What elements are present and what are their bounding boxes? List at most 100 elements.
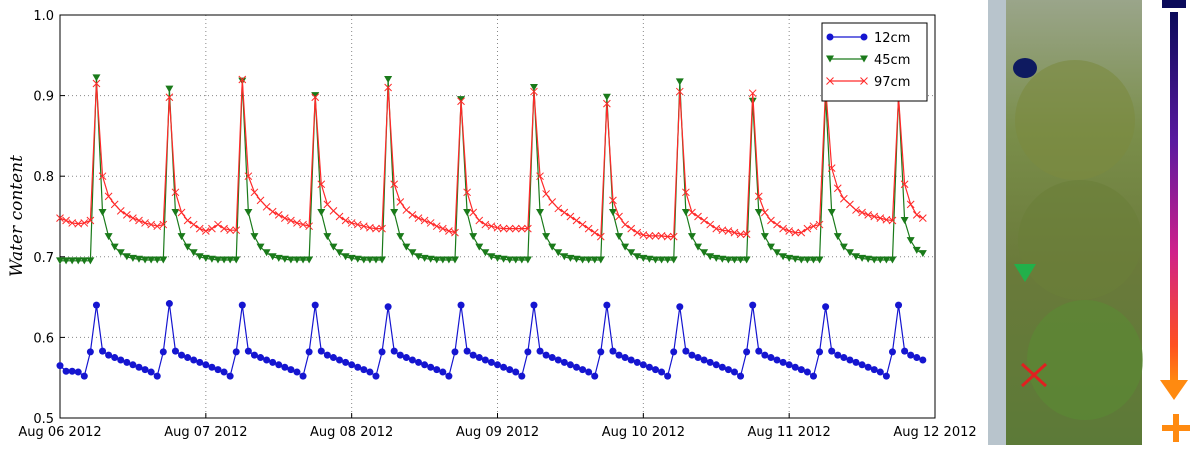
marker xyxy=(870,256,879,264)
marker xyxy=(426,255,435,263)
marker xyxy=(754,192,763,201)
marker xyxy=(445,227,453,235)
marker xyxy=(116,249,125,257)
marker xyxy=(402,206,411,214)
marker xyxy=(651,231,660,240)
marker xyxy=(421,361,429,369)
marker xyxy=(396,233,405,241)
marker xyxy=(500,363,508,371)
marker xyxy=(912,246,921,254)
marker xyxy=(141,256,150,264)
marker xyxy=(615,212,623,221)
marker xyxy=(323,233,332,241)
marker xyxy=(457,96,466,104)
marker xyxy=(481,249,490,257)
marker xyxy=(639,361,647,369)
marker xyxy=(244,172,253,181)
marker xyxy=(797,256,806,264)
marker xyxy=(432,256,441,264)
marker xyxy=(414,253,423,261)
marker xyxy=(341,253,350,261)
marker xyxy=(171,188,180,197)
marker xyxy=(773,220,781,229)
marker xyxy=(98,208,107,216)
marker xyxy=(845,249,854,257)
marker xyxy=(846,356,854,364)
marker xyxy=(463,188,471,197)
marker xyxy=(494,361,501,369)
marker xyxy=(238,75,247,84)
y-tick-label: 0.8 xyxy=(33,170,54,185)
marker xyxy=(826,77,834,85)
marker xyxy=(214,220,222,229)
marker xyxy=(664,372,672,380)
marker xyxy=(852,253,861,261)
marker xyxy=(104,192,113,201)
marker xyxy=(694,212,702,221)
marker xyxy=(378,224,386,233)
marker xyxy=(700,216,708,225)
marker xyxy=(348,361,356,369)
marker xyxy=(566,212,575,221)
marker xyxy=(858,254,867,262)
marker xyxy=(876,214,885,222)
marker xyxy=(536,347,544,355)
marker xyxy=(232,348,240,356)
marker xyxy=(524,224,532,233)
marker xyxy=(372,224,380,233)
marker xyxy=(469,351,477,359)
marker xyxy=(736,256,745,264)
marker xyxy=(433,366,441,374)
marker xyxy=(305,256,314,264)
marker xyxy=(566,361,574,369)
marker xyxy=(226,226,234,235)
marker xyxy=(791,255,800,263)
marker xyxy=(372,372,380,380)
marker xyxy=(743,348,751,356)
marker xyxy=(663,256,672,264)
marker xyxy=(591,372,599,380)
marker xyxy=(257,354,265,362)
marker xyxy=(676,303,684,311)
marker xyxy=(560,208,569,217)
marker xyxy=(584,256,593,264)
marker xyxy=(797,228,806,237)
marker xyxy=(560,358,568,366)
marker xyxy=(882,256,891,264)
marker xyxy=(554,204,563,213)
marker xyxy=(755,347,763,355)
legend: 12cm 45cm 97cm xyxy=(821,22,928,102)
marker xyxy=(767,216,775,225)
marker xyxy=(263,356,271,364)
marker xyxy=(888,216,897,225)
marker xyxy=(287,366,295,374)
marker xyxy=(860,55,868,63)
marker xyxy=(250,233,259,241)
marker xyxy=(438,224,447,233)
marker xyxy=(682,347,690,355)
marker xyxy=(62,367,70,375)
marker xyxy=(675,87,684,96)
marker xyxy=(487,358,495,366)
x-tick-label: Aug 06 2012 xyxy=(18,425,101,440)
marker xyxy=(815,256,824,264)
marker xyxy=(852,358,860,366)
marker xyxy=(177,233,186,241)
marker xyxy=(785,254,794,262)
marker xyxy=(749,301,757,309)
marker xyxy=(80,219,89,227)
marker xyxy=(92,79,101,88)
marker xyxy=(56,257,64,265)
marker xyxy=(129,361,137,369)
marker xyxy=(287,216,295,225)
marker xyxy=(299,220,307,229)
marker xyxy=(244,208,253,216)
marker xyxy=(171,208,180,216)
marker xyxy=(451,228,459,237)
marker xyxy=(518,372,526,380)
legend-label: 97cm xyxy=(874,75,910,90)
marker xyxy=(408,249,417,257)
marker xyxy=(129,214,137,222)
marker xyxy=(766,243,775,251)
